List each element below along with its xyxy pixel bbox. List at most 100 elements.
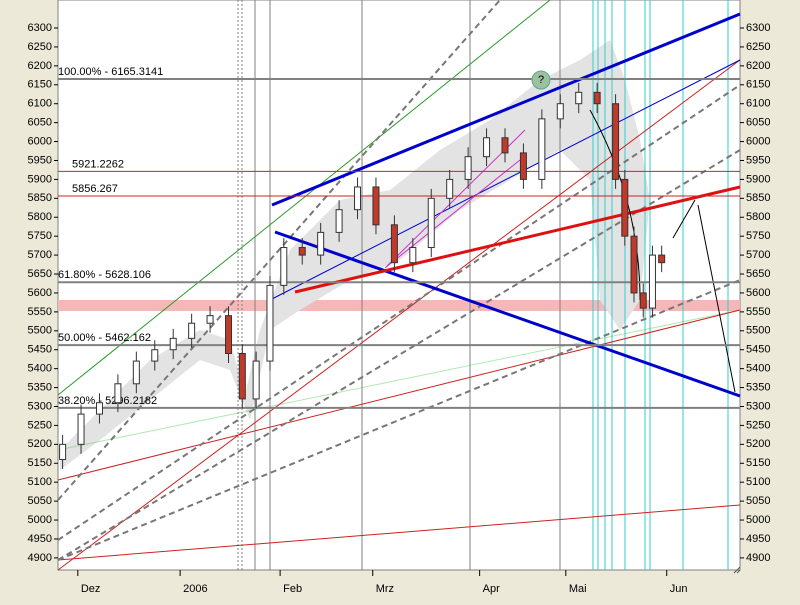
y-tick-label: 5000 [28,514,52,526]
y-tick-label-right: 5750 [746,230,770,242]
marker [531,70,551,90]
candle-body [132,360,140,385]
y-tick-label-right: 5050 [746,495,770,507]
candle-body [354,186,362,211]
candle-body [280,247,288,286]
candle-body [612,103,620,180]
candle-body [169,337,177,351]
candle-body [501,137,509,154]
candle-body [225,315,232,355]
trend-line [57,0,501,501]
candle-body [575,91,583,105]
y-tick-label-right: 5300 [746,400,770,412]
y-tick-label: 5750 [28,230,52,242]
trend-line [269,59,741,301]
candle-body [335,209,343,233]
y-tick-label: 6200 [28,60,52,72]
candle-body [298,247,306,256]
candle-body [95,402,103,415]
y-tick-label: 5400 [28,363,52,375]
y-tick-label: 4900 [28,552,52,564]
y-tick-label-right: 6300 [746,22,770,34]
candle-body [409,247,417,264]
candle-body [317,231,325,256]
y-tick-label-right: 5950 [746,154,770,166]
y-tick-label-right: 5800 [746,211,770,223]
level-label: 5856.267 [72,183,118,195]
level-label: 5921.2262 [72,158,124,170]
y-tick-label: 6250 [28,41,52,53]
y-tick-label: 5600 [28,287,52,299]
candle-body [593,91,601,105]
y-tick-label: 5250 [28,419,52,431]
candle-body [206,315,214,324]
candle-body [630,235,638,294]
x-tick-label: Dez [81,583,101,595]
y-tick-label-right: 6150 [746,79,770,91]
resize-grip [733,566,741,574]
x-tick-label: 2006 [183,583,207,595]
candle-body [464,156,472,180]
x-tick-label: Mai [569,583,587,595]
y-tick-label: 5850 [28,192,52,204]
marker-label: ? [538,74,544,86]
trend-line [57,84,741,541]
y-tick-label: 5300 [28,400,52,412]
candle-body [59,443,67,460]
y-tick-label-right: 5700 [746,249,770,261]
y-tick-label-right: 5000 [746,514,770,526]
y-tick-label-right: 5200 [746,438,770,450]
x-tick-label: Mrz [376,583,394,595]
candle-body [151,349,159,362]
y-tick-label-right: 5500 [746,325,770,337]
y-tick-label: 5500 [28,325,52,337]
y-tick-label: 6000 [28,135,52,147]
y-tick-label-right: 4900 [746,552,770,564]
y-tick-label: 4950 [28,533,52,545]
y-tick-label: 5800 [28,211,52,223]
trend-line [294,185,741,294]
trend-line [57,0,551,396]
candle-body [390,224,398,264]
candle-body [446,178,454,199]
y-tick-label-right: 6200 [746,60,770,72]
y-tick-label: 5450 [28,344,52,356]
candle-body [372,186,380,226]
candle-body [238,353,246,400]
y-tick-label-right: 5650 [746,268,770,280]
candle-body [266,284,274,362]
candle-body [483,137,491,158]
y-tick-label-right: 5400 [746,363,770,375]
y-tick-label: 6100 [28,98,52,110]
y-tick-label: 6050 [28,117,52,129]
candle-body [621,178,629,237]
support-band [58,300,740,311]
y-tick-label: 6300 [28,22,52,34]
trend-line [57,59,741,571]
trend-line [57,279,741,561]
trend-line [57,504,741,561]
candle-body [538,118,546,180]
y-tick-label-right: 4950 [746,533,770,545]
candle-body [519,152,527,180]
y-tick-label: 5700 [28,249,52,261]
y-tick-label: 6150 [28,79,52,91]
y-tick-label: 5900 [28,173,52,185]
y-tick-label-right: 5350 [746,381,770,393]
candle-body [188,322,196,339]
candle-body [639,292,647,309]
y-tick-label: 5550 [28,306,52,318]
candle-body [77,413,85,445]
candle-body [427,197,435,249]
level-label: 38.20% - 5296.2182 [58,395,157,407]
y-tick-label-right: 5250 [746,419,770,431]
trend-line [57,309,741,481]
y-tick-label-right: 6250 [746,41,770,53]
candle-body [658,254,666,264]
candle-body [114,383,122,404]
trend-line [274,230,741,398]
y-tick-label: 5150 [28,457,52,469]
y-tick-label: 5050 [28,495,52,507]
y-tick-label: 5200 [28,438,52,450]
